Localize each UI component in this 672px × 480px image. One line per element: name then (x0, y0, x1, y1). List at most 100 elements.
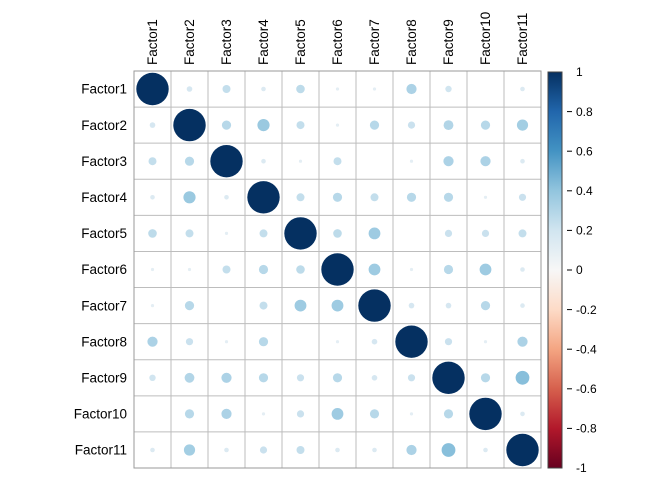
x-axis-labels: Factor1 Factor2 Factor3 Factor4 Factor5 Facto… (145, 12, 530, 65)
corr-cell-diagonal (321, 253, 354, 286)
corr-cell (406, 83, 417, 95)
colorbar-ticks: 1 0.8 0.6 0.4 0.2 0 -0.2 -0.4 -0.6 -0.8 -1 (567, 65, 597, 475)
y-axis-label: Factor7 (81, 298, 127, 313)
corr-cell (520, 411, 525, 417)
corr-cell (150, 304, 155, 308)
corr-cell (296, 193, 305, 202)
x-axis-label: Factor9 (441, 19, 456, 65)
corr-cell (296, 446, 305, 454)
corr-cell (261, 412, 266, 416)
corr-cell (333, 157, 342, 166)
corr-cell (294, 299, 307, 312)
corr-cell (331, 299, 344, 312)
corr-cell (261, 86, 266, 92)
corr-cell (409, 412, 414, 416)
corr-cell (185, 338, 194, 346)
corr-cell (335, 447, 340, 453)
x-axis-label: Factor3 (219, 19, 234, 65)
corr-cell (445, 302, 452, 309)
corr-cell (372, 447, 377, 453)
corr-cell (259, 301, 268, 310)
corr-cell (296, 265, 305, 274)
corr-cell (406, 444, 417, 456)
corr-cell (518, 193, 527, 201)
corr-cell (483, 340, 488, 344)
corr-cell (332, 373, 343, 383)
corr-cell (148, 229, 157, 238)
corr-cell (517, 336, 528, 347)
colorbar-tick-label: 0 (576, 263, 583, 277)
corr-cell (518, 229, 527, 238)
corr-cell (406, 192, 417, 202)
y-axis-label: Factor3 (81, 154, 127, 169)
x-axis-label: Factor8 (404, 19, 419, 65)
corr-cell (407, 121, 416, 129)
corr-cell (443, 120, 454, 130)
corr-cell (224, 340, 229, 344)
corr-cell (222, 265, 231, 274)
matrix-cells (136, 72, 539, 467)
corr-cell (296, 374, 305, 382)
corr-cell-diagonal (210, 145, 243, 178)
corr-cell (483, 447, 488, 453)
x-axis-label: Factor11 (515, 13, 530, 65)
corr-cell-diagonal (284, 217, 317, 250)
y-axis-label: Factor11 (75, 443, 127, 458)
corr-cell (480, 120, 491, 130)
colorbar-tick-label: -0.4 (576, 342, 597, 356)
corr-cell (184, 372, 195, 383)
x-axis-label: Factor4 (256, 19, 271, 65)
colorbar-tick-label: 0.2 (576, 224, 593, 238)
corr-cell (257, 119, 270, 132)
corr-cell (481, 229, 490, 237)
corr-cell (480, 156, 491, 167)
corr-cell (150, 195, 155, 200)
corr-cell-diagonal (173, 108, 206, 142)
corr-cell (483, 195, 488, 199)
corr-cell-diagonal (358, 289, 391, 322)
x-axis-label: Factor5 (293, 19, 308, 65)
corr-cell-diagonal (506, 433, 539, 467)
corr-cell (335, 123, 340, 127)
corr-cell (298, 159, 303, 163)
corr-cell (409, 159, 414, 163)
y-axis-label: Factor4 (81, 190, 127, 205)
corr-cell (520, 303, 525, 308)
corr-cell (444, 338, 453, 346)
y-axis-label: Factor1 (81, 82, 127, 97)
x-axis-label: Factor6 (330, 19, 345, 65)
corr-cell (516, 119, 529, 131)
corr-cell (369, 120, 380, 130)
corr-cell (147, 336, 158, 347)
corr-cell (520, 267, 525, 272)
corr-cell (224, 195, 229, 200)
corr-cell-diagonal (432, 361, 465, 394)
corr-cell (479, 263, 492, 276)
corr-cell (368, 263, 381, 276)
y-axis-labels: Factor1 Factor2 Factor3 Factor4 Factor5 Facto… (74, 82, 128, 458)
corr-cell (224, 231, 229, 235)
colorbar-tick-label: 0.4 (576, 184, 593, 198)
corr-cell (186, 86, 193, 92)
corr-cell (149, 122, 156, 128)
corr-cell (221, 408, 232, 419)
corr-cell (224, 447, 229, 453)
corr-cell (258, 337, 269, 347)
corr-cell (443, 264, 454, 275)
corr-cell (183, 191, 196, 204)
corr-cell (183, 444, 196, 456)
corr-cell-diagonal (136, 72, 169, 106)
corr-cell-diagonal (395, 325, 428, 358)
corr-cell (259, 446, 268, 454)
corr-cell (184, 409, 195, 419)
corr-cell (258, 264, 269, 275)
corr-cell (520, 86, 525, 92)
corr-cell (222, 85, 231, 93)
corr-cell (407, 374, 416, 382)
y-axis-label: Factor5 (81, 226, 127, 241)
matrix-border (133, 70, 542, 469)
corr-cell (185, 229, 194, 238)
corr-cell (408, 302, 415, 309)
